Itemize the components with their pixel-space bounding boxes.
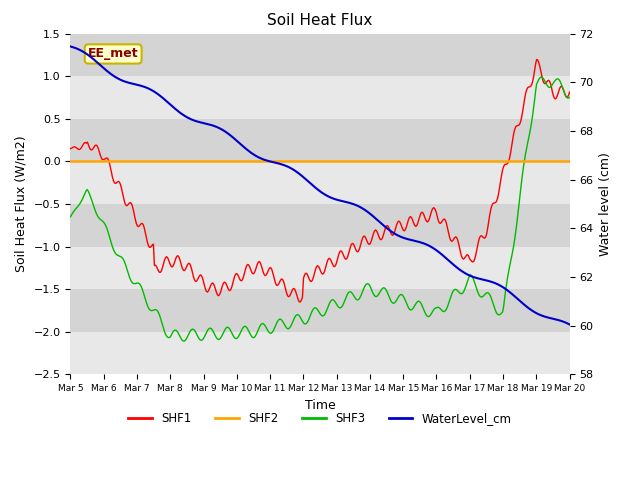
SHF1 [477,233,484,239]
SHF3 [566,95,573,100]
SHF3 [538,74,545,80]
SHF1 [338,248,346,254]
WaterLevel_cm [476,276,483,282]
SHF1 [532,57,540,62]
SHF3 [477,294,484,300]
Bar [70,247,570,289]
X-axis label: Time: Time [305,399,335,412]
Line: WaterLevel_cm: WaterLevel_cm [70,47,570,324]
SHF1 [566,89,573,95]
WaterLevel_cm [566,322,573,327]
Bar [70,161,570,204]
Y-axis label: Soil Heat Flux (W/m2): Soil Heat Flux (W/m2) [15,136,28,272]
Bar [70,204,570,247]
Line: SHF3: SHF3 [70,77,570,341]
Bar [70,289,570,332]
SHF3 [180,338,188,344]
WaterLevel_cm [307,180,314,186]
Bar [70,76,570,119]
SHF3 [308,310,316,315]
WaterLevel_cm [364,209,371,215]
WaterLevel_cm [67,44,74,49]
Legend: SHF1, SHF2, SHF3, WaterLevel_cm: SHF1, SHF2, SHF3, WaterLevel_cm [124,408,516,430]
SHF3 [338,304,346,310]
Bar [70,119,570,161]
SHF3 [305,317,312,323]
SHF1 [305,275,312,280]
Bar [70,332,570,374]
SHF1 [67,146,74,152]
SHF1 [365,241,372,247]
Bar [70,34,570,76]
SHF3 [365,281,372,287]
WaterLevel_cm [337,198,344,204]
Text: EE_met: EE_met [88,48,138,60]
WaterLevel_cm [303,178,311,184]
SHF1 [308,278,316,284]
SHF1 [296,299,303,305]
Y-axis label: Water level (cm): Water level (cm) [599,152,612,256]
Title: Soil Heat Flux: Soil Heat Flux [268,13,372,28]
SHF3 [67,214,74,220]
Line: SHF1: SHF1 [70,60,570,302]
SHF2 [100,158,108,164]
SHF1 [556,86,563,92]
SHF2 [67,158,74,164]
SHF3 [556,78,563,84]
WaterLevel_cm [554,317,561,323]
